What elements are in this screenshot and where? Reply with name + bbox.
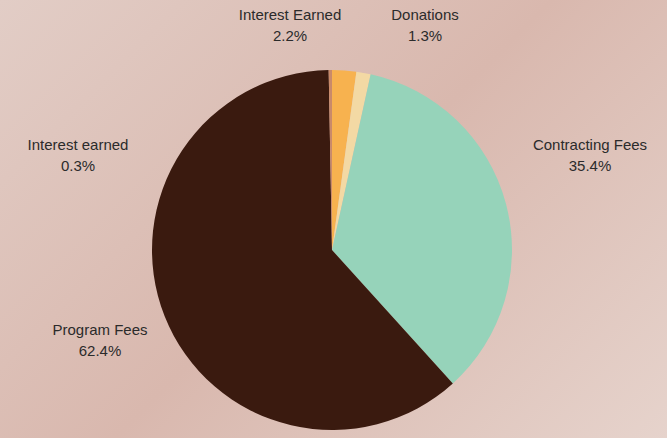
svg-text:Program Fees62.4%: Program Fees62.4% xyxy=(52,321,147,359)
svg-text:Interest Earned2.2%: Interest Earned2.2% xyxy=(239,6,342,44)
svg-text:Interest earned0.3%: Interest earned0.3% xyxy=(28,136,129,174)
svg-text:Contracting Fees35.4%: Contracting Fees35.4% xyxy=(533,136,647,174)
svg-text:Donations1.3%: Donations1.3% xyxy=(391,6,459,44)
